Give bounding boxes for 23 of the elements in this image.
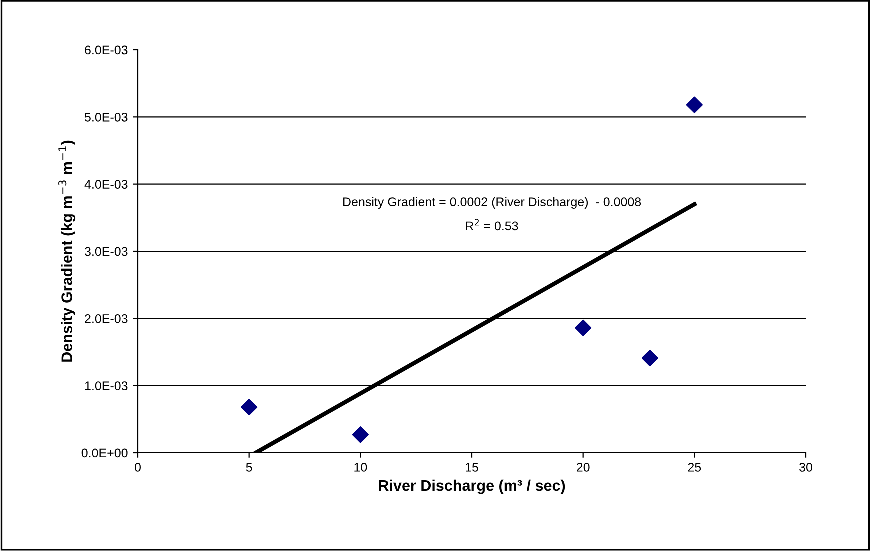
x-tick-label: 25 [688, 463, 702, 472]
x-tick-label: 15 [466, 463, 478, 472]
x-tick-label: 5 [246, 463, 252, 472]
y-tick-label: 5.0E-03 [85, 112, 128, 122]
y-tick-label: 3.0E-03 [84, 247, 128, 256]
point [686, 96, 703, 114]
x-tick-label: 10 [354, 463, 368, 472]
annotation: Density Gradient = 0.0002 (River Discharge) - 0.0008 [344, 197, 642, 209]
point [575, 320, 592, 336]
y-tick-label: 4.0E-03 [84, 180, 128, 189]
x-tick-label: 20 [577, 463, 590, 472]
point [352, 426, 369, 444]
x-tick-label: 30 [800, 463, 812, 472]
y-tick-label: 2.0E-03 [85, 314, 128, 324]
y-tick-label: 0.0E+00 [82, 448, 128, 458]
y-axis-title: Density Gradient (kg m$^{−3}$ m$^{−1}$) [58, 140, 76, 362]
x-tick-label: 0 [135, 463, 141, 472]
y-tick-label: 6.0E-03 [85, 46, 128, 55]
y-tick-label: 1.0E-03 [85, 382, 128, 390]
annotation: R$^{2}$ = 0.53 [466, 219, 518, 231]
x-axis-title: River Discharge (m³ / sec) [379, 480, 566, 494]
point [642, 350, 658, 367]
point [241, 399, 258, 416]
